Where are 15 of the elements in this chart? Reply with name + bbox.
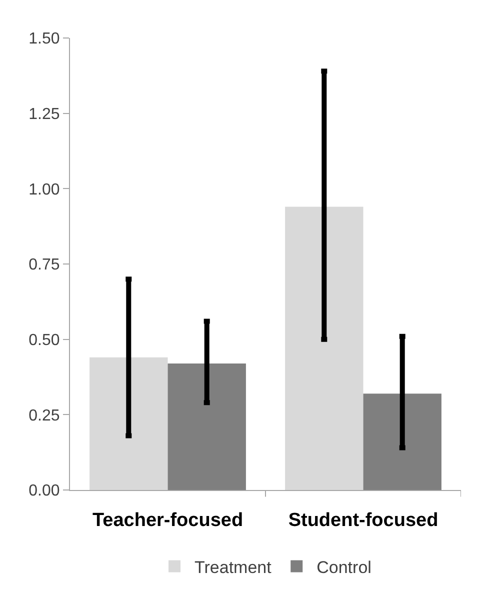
y-tick-label: 1.25 <box>28 106 60 123</box>
bar <box>90 357 168 490</box>
y-tick-label: 1.50 <box>28 30 60 48</box>
bar <box>168 363 246 490</box>
bar <box>363 394 442 490</box>
legend-label: Treatment <box>194 558 272 577</box>
y-tick-label: 0.50 <box>28 332 60 349</box>
legend-label: Control <box>316 558 372 577</box>
x-tick-label: Student-focused <box>288 510 438 531</box>
y-tick-label: 1.00 <box>28 181 60 198</box>
y-tick-label: 0.25 <box>28 407 60 424</box>
y-tick-label: 0.00 <box>28 482 60 500</box>
bar <box>285 206 364 490</box>
y-tick-label: 0.75 <box>28 256 60 274</box>
x-tick-label: Teacher-focused <box>92 510 244 531</box>
